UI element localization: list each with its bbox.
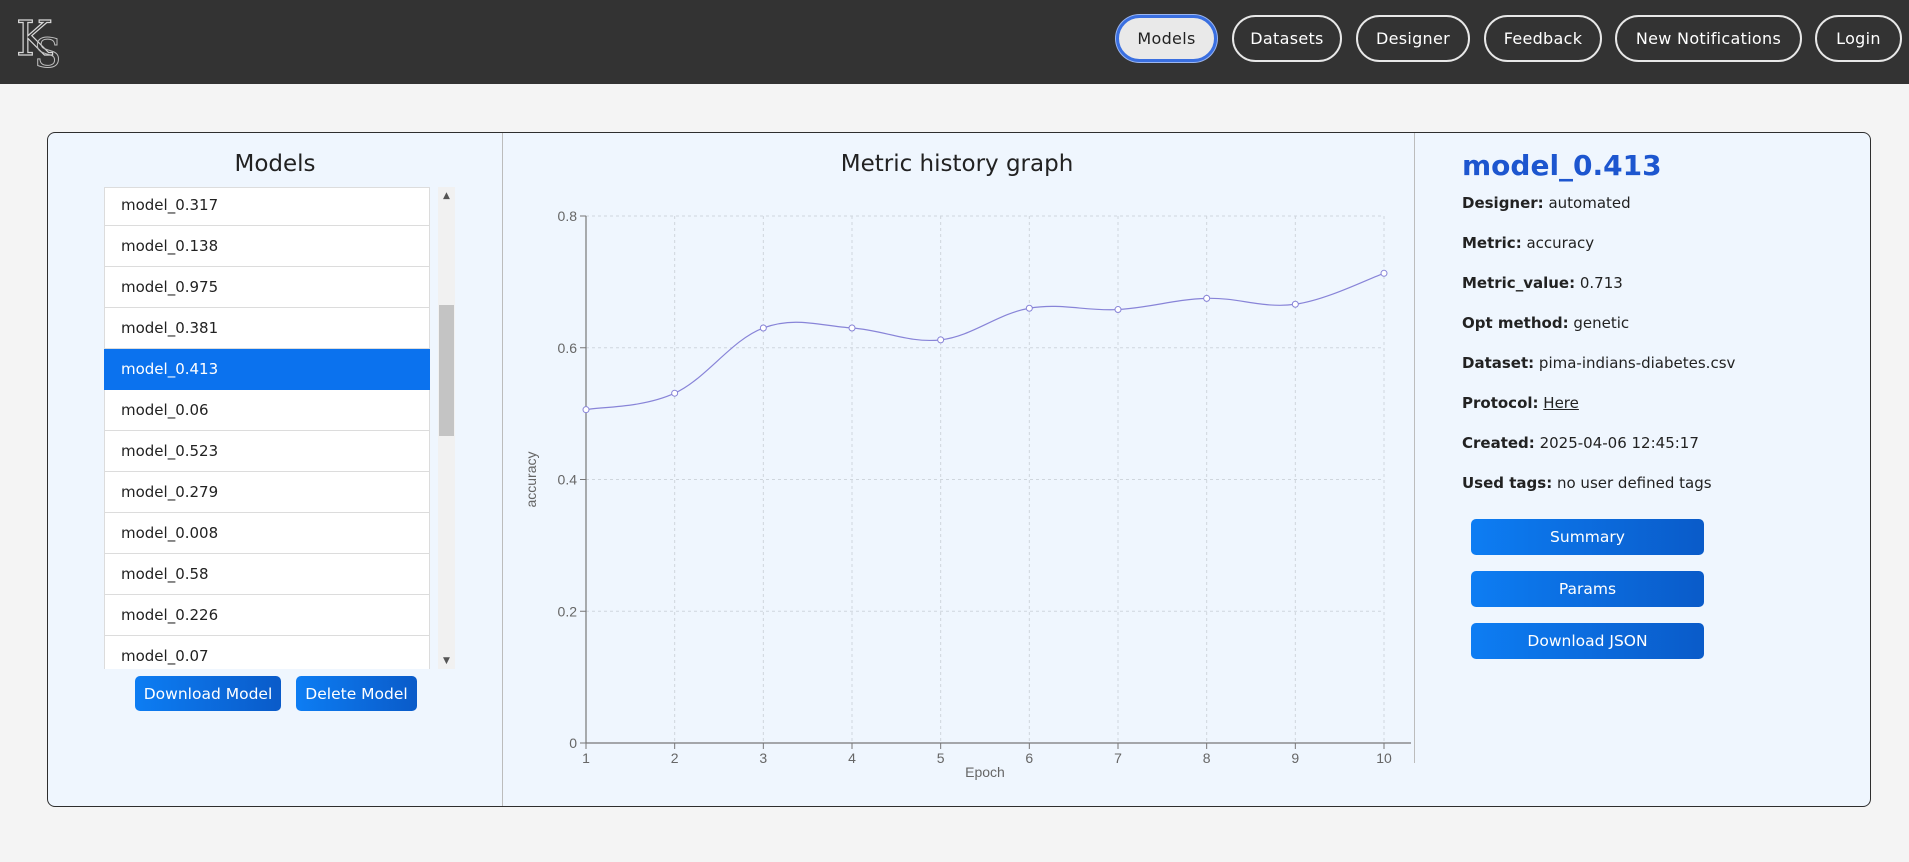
detail-value: accuracy — [1526, 234, 1594, 252]
data-point — [1204, 295, 1210, 301]
list-item[interactable]: model_0.226 — [104, 595, 430, 636]
chart-title: Metric history graph — [503, 151, 1411, 177]
data-point — [1292, 301, 1298, 307]
detail-value: genetic — [1573, 314, 1629, 332]
y-tick-label: 0.6 — [558, 340, 578, 356]
list-item[interactable]: model_0.523 — [104, 431, 430, 472]
list-item[interactable]: model_0.317 — [104, 187, 430, 226]
models-title: Models — [48, 151, 502, 177]
download-json-button[interactable]: Download JSON — [1471, 623, 1704, 659]
detail-opt-method: Opt method: genetic — [1462, 314, 1629, 332]
data-point — [1381, 270, 1387, 276]
x-tick-label: 4 — [848, 750, 856, 766]
chart-axes — [586, 216, 1411, 743]
x-tick-label: 8 — [1203, 750, 1211, 766]
chart-ticks: 0 0.2 0.4 0.6 0.8 1 2 3 4 5 6 7 8 9 10 — [558, 208, 1392, 766]
detail-used-tags: Used tags: no user defined tags — [1462, 474, 1712, 492]
column-divider — [1414, 133, 1415, 763]
detail-value: pima-indians-diabetes.csv — [1539, 354, 1735, 372]
nav-login-button[interactable]: Login — [1815, 15, 1902, 62]
models-list-scrollbar[interactable]: ▲ ▼ — [438, 187, 455, 669]
list-item-selected[interactable]: model_0.413 — [104, 349, 430, 390]
chart-series — [583, 270, 1387, 412]
x-tick-label: 6 — [1025, 750, 1033, 766]
list-item[interactable]: model_0.279 — [104, 472, 430, 513]
params-button[interactable]: Params — [1471, 571, 1704, 607]
x-tick-label: 5 — [937, 750, 945, 766]
models-list[interactable]: model_0.317 model_0.138 model_0.975 mode… — [104, 187, 430, 669]
nav-designer-button[interactable]: Designer — [1356, 15, 1470, 62]
svg-text:S: S — [34, 31, 61, 69]
download-model-button[interactable]: Download Model — [135, 676, 281, 711]
detail-designer: Designer: automated — [1462, 194, 1631, 212]
nav-datasets-button[interactable]: Datasets — [1232, 15, 1342, 62]
data-point — [583, 407, 589, 413]
detail-key: Designer: — [1462, 194, 1544, 212]
x-tick-label: 10 — [1376, 750, 1392, 766]
ks-logo-icon[interactable]: K S — [14, 9, 72, 69]
data-point — [760, 325, 766, 331]
data-point — [1115, 307, 1121, 313]
detail-created: Created: 2025-04-06 12:45:17 — [1462, 434, 1699, 452]
list-item[interactable]: model_0.06 — [104, 390, 430, 431]
scroll-up-icon[interactable]: ▲ — [438, 187, 455, 204]
data-point — [1026, 305, 1032, 311]
y-tick-label: 0.2 — [558, 603, 578, 619]
list-item[interactable]: model_0.138 — [104, 226, 430, 267]
detail-key: Used tags: — [1462, 474, 1552, 492]
detail-metric-value: Metric_value: 0.713 — [1462, 274, 1623, 292]
scroll-down-icon[interactable]: ▼ — [438, 652, 455, 669]
protocol-link[interactable]: Here — [1543, 394, 1579, 412]
detail-key: Created: — [1462, 434, 1535, 452]
x-tick-label: 1 — [582, 750, 590, 766]
y-tick-label: 0 — [569, 735, 577, 751]
chart-grid — [586, 216, 1384, 743]
x-tick-label: 7 — [1114, 750, 1122, 766]
nav-feedback-button[interactable]: Feedback — [1484, 15, 1602, 62]
delete-model-button[interactable]: Delete Model — [296, 676, 417, 711]
detail-key: Metric_value: — [1462, 274, 1575, 292]
model-card: Models model_0.317 model_0.138 model_0.9… — [47, 132, 1871, 807]
x-tick-label: 2 — [671, 750, 679, 766]
model-name-heading: model_0.413 — [1462, 149, 1662, 182]
detail-value: no user defined tags — [1557, 474, 1712, 492]
detail-value: 2025-04-06 12:45:17 — [1540, 434, 1699, 452]
list-item[interactable]: model_0.58 — [104, 554, 430, 595]
chart-y-axis-label: accuracy — [523, 451, 539, 507]
data-point — [938, 337, 944, 343]
x-tick-label: 9 — [1291, 750, 1299, 766]
nav-notifications-button[interactable]: New Notifications — [1615, 15, 1802, 62]
detail-value: 0.713 — [1580, 274, 1623, 292]
detail-protocol: Protocol: Here — [1462, 394, 1579, 412]
summary-button[interactable]: Summary — [1471, 519, 1704, 555]
x-tick-label: 3 — [759, 750, 767, 766]
series-line-accuracy — [586, 273, 1384, 409]
top-navbar: K S Models Datasets Designer Feedback Ne… — [0, 0, 1909, 84]
chart-x-axis-label: Epoch — [965, 764, 1005, 780]
y-tick-label: 0.4 — [558, 472, 578, 488]
detail-key: Opt method: — [1462, 314, 1569, 332]
detail-key: Protocol: — [1462, 394, 1539, 412]
list-item[interactable]: model_0.975 — [104, 267, 430, 308]
detail-metric: Metric: accuracy — [1462, 234, 1594, 252]
detail-value: automated — [1548, 194, 1630, 212]
nav-models-button[interactable]: Models — [1116, 15, 1217, 62]
detail-key: Metric: — [1462, 234, 1522, 252]
detail-key: Dataset: — [1462, 354, 1534, 372]
y-tick-label: 0.8 — [558, 208, 578, 224]
scroll-thumb[interactable] — [439, 305, 454, 436]
list-item[interactable]: model_0.008 — [104, 513, 430, 554]
detail-dataset: Dataset: pima-indians-diabetes.csv — [1462, 354, 1735, 372]
list-item[interactable]: model_0.381 — [104, 308, 430, 349]
list-item[interactable]: model_0.07 — [104, 636, 430, 669]
data-point — [672, 390, 678, 396]
data-point — [849, 325, 855, 331]
